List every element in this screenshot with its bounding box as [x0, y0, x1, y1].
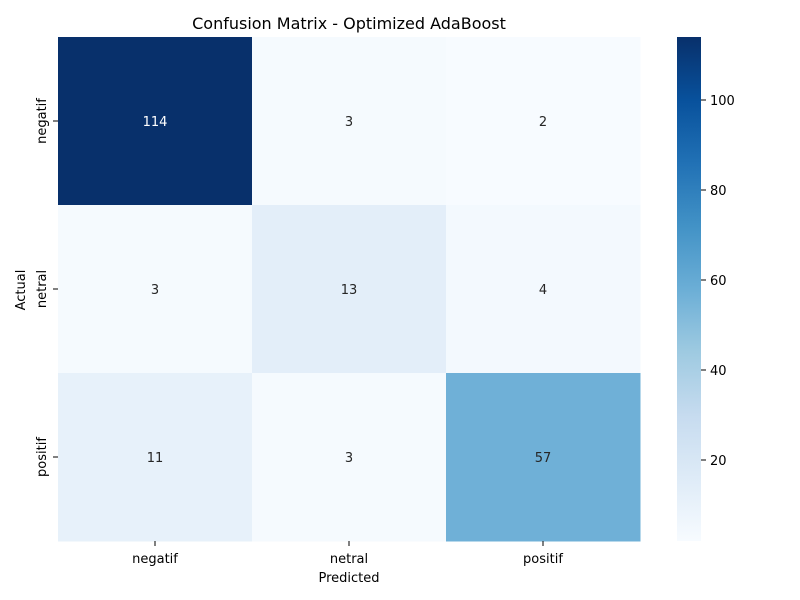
colorbar-tick-label: 60 [710, 274, 727, 289]
colorbar: 20 40 60 80 100 [677, 37, 735, 541]
colorbar-tick-label: 100 [710, 94, 735, 109]
heatmap-cell [446, 37, 641, 206]
heatmap-cell [446, 373, 641, 542]
y-tick-label: negatif [35, 98, 50, 144]
colorbar-gradient [677, 37, 701, 541]
heatmap-cell-value: 11 [147, 451, 164, 466]
x-tick-label: positif [523, 552, 563, 567]
heatmap-cell-value: 2 [539, 115, 547, 130]
heatmap-cell [252, 373, 447, 542]
y-tick-label: netral [35, 270, 50, 308]
heatmap-cell-value: 3 [345, 115, 353, 130]
heatmap-cell-labels: 114 3 2 3 13 4 11 3 57 [143, 115, 552, 466]
colorbar-ticks: 20 40 60 80 100 [701, 94, 735, 469]
heatmap-cells [58, 37, 641, 542]
heatmap-cell-value: 114 [143, 115, 168, 130]
heatmap-cell-value: 4 [539, 283, 547, 298]
x-axis-ticks: negatif netral positif [132, 541, 563, 567]
heatmap-cell-value: 57 [535, 451, 552, 466]
y-axis-label: Actual [14, 270, 29, 311]
heatmap-cell-value: 3 [151, 283, 159, 298]
colorbar-tick-label: 20 [710, 454, 727, 469]
x-axis-label: Predicted [318, 571, 379, 586]
colorbar-tick-label: 40 [710, 364, 727, 379]
y-tick-label: positif [35, 437, 50, 477]
heatmap-cell-value: 13 [341, 283, 358, 298]
chart-title: Confusion Matrix - Optimized AdaBoost [192, 14, 506, 33]
heatmap-cell [252, 205, 447, 374]
colorbar-tick-label: 80 [710, 184, 727, 199]
x-tick-label: netral [330, 552, 368, 567]
heatmap-cell [252, 37, 447, 206]
heatmap-cell [58, 37, 253, 206]
heatmap-cell [446, 205, 641, 374]
y-axis-ticks: negatif netral positif [35, 98, 58, 477]
heatmap-cell [58, 373, 253, 542]
heatmap-cell [58, 205, 253, 374]
heatmap-cell-value: 3 [345, 451, 353, 466]
x-tick-label: negatif [132, 552, 178, 567]
